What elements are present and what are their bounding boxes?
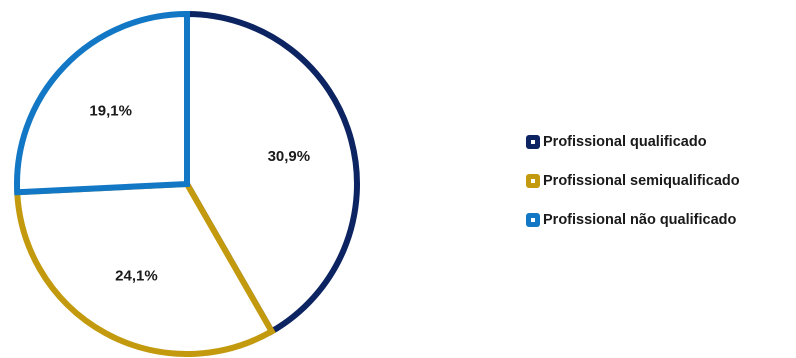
- legend-label-nao-qualificado: Profissional não qualificado: [543, 211, 737, 228]
- pie-labels: 30,9% 24,1% 19,1%: [89, 102, 310, 284]
- legend-swatch-nao-qualificado: [526, 212, 540, 227]
- legend-item-semiqualificado: Profissional semiqualificado: [526, 170, 794, 191]
- pie-label-qualificado: 30,9%: [268, 148, 311, 165]
- legend-label-qualificado: Profissional qualificado: [543, 133, 707, 150]
- legend-item-nao-qualificado: Profissional não qualificado: [526, 209, 794, 230]
- legend-swatch-qualificado: [526, 134, 540, 149]
- pie-slice-nao-qualificado: [14, 10, 190, 196]
- pie-slices: [14, 10, 360, 357]
- legend-label-semiqualificado: Profissional semiqualificado: [543, 172, 740, 189]
- pie-label-semiqualificado: 24,1%: [115, 267, 158, 284]
- legend-swatch-semiqualificado: [526, 173, 540, 188]
- pie-label-nao-qualificado: 19,1%: [89, 102, 132, 119]
- legend-item-qualificado: Profissional qualificado: [526, 131, 794, 152]
- legend: Profissional qualificado Profissional se…: [526, 131, 794, 248]
- pie-slice-semiqualificado: [14, 180, 276, 357]
